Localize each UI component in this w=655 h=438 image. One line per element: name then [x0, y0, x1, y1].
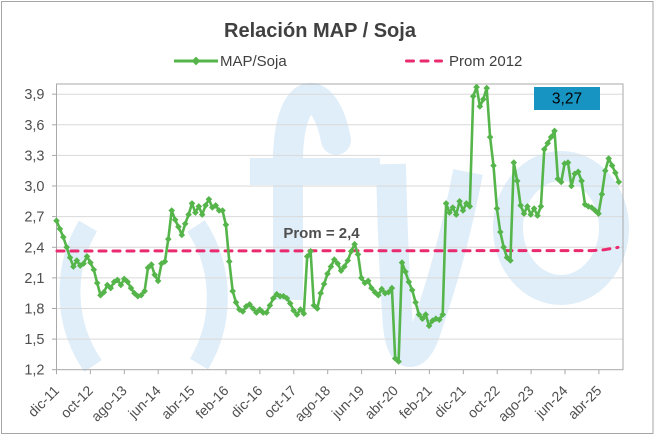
svg-text:2,1: 2,1	[24, 271, 44, 287]
svg-text:2,4: 2,4	[24, 240, 44, 256]
svg-text:MAP/Soja: MAP/Soja	[220, 53, 287, 70]
svg-text:Relación MAP / Soja: Relación MAP / Soja	[224, 20, 417, 42]
svg-text:3,9: 3,9	[24, 87, 44, 103]
svg-text:3,27: 3,27	[552, 91, 582, 108]
svg-text:2,7: 2,7	[24, 210, 44, 226]
svg-text:1,8: 1,8	[24, 302, 44, 318]
svg-text:1,2: 1,2	[24, 363, 44, 379]
svg-text:3,6: 3,6	[24, 118, 44, 134]
svg-text:Prom = 2,4: Prom = 2,4	[283, 225, 360, 242]
svg-text:3,0: 3,0	[24, 179, 44, 195]
svg-text:Prom 2012: Prom 2012	[449, 53, 522, 70]
svg-text:1,5: 1,5	[24, 332, 44, 348]
svg-text:3,3: 3,3	[24, 148, 44, 164]
